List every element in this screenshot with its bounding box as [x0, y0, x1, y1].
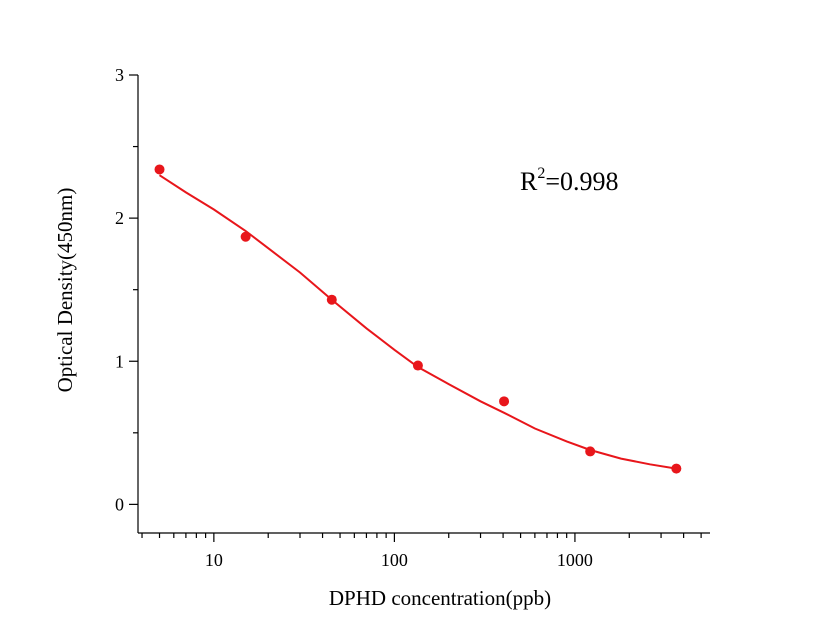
x-tick-label: 10 [205, 550, 223, 570]
data-point [240, 231, 251, 242]
x-tick-label: 1000 [557, 550, 593, 570]
data-point [671, 463, 682, 474]
r-squared-superscript: 2 [537, 165, 545, 182]
data-point [326, 294, 337, 305]
data-points-layer [154, 164, 682, 474]
y-tick-label: 2 [115, 208, 124, 228]
r-squared-annotation: R2=0.998 [520, 165, 619, 196]
data-point [499, 396, 510, 407]
axes [137, 75, 710, 534]
data-point [412, 360, 423, 371]
y-tick-label: 3 [115, 65, 124, 85]
y-axis-title: Optical Density(450nm) [53, 188, 77, 393]
y-tick-label: 0 [115, 494, 124, 514]
x-tick-label: 100 [381, 550, 408, 570]
r-squared-base: R [520, 167, 538, 196]
fit-curve-layer [158, 174, 677, 470]
y-tick-label: 1 [115, 351, 124, 371]
x-axis-title: DPHD concentration(ppb) [329, 586, 551, 610]
data-point [154, 164, 165, 175]
r-squared-value: =0.998 [545, 167, 618, 196]
data-point [585, 446, 596, 457]
fit-curve [158, 174, 677, 470]
ticks: 0 1 2 3 10 100 1000 [115, 65, 702, 570]
